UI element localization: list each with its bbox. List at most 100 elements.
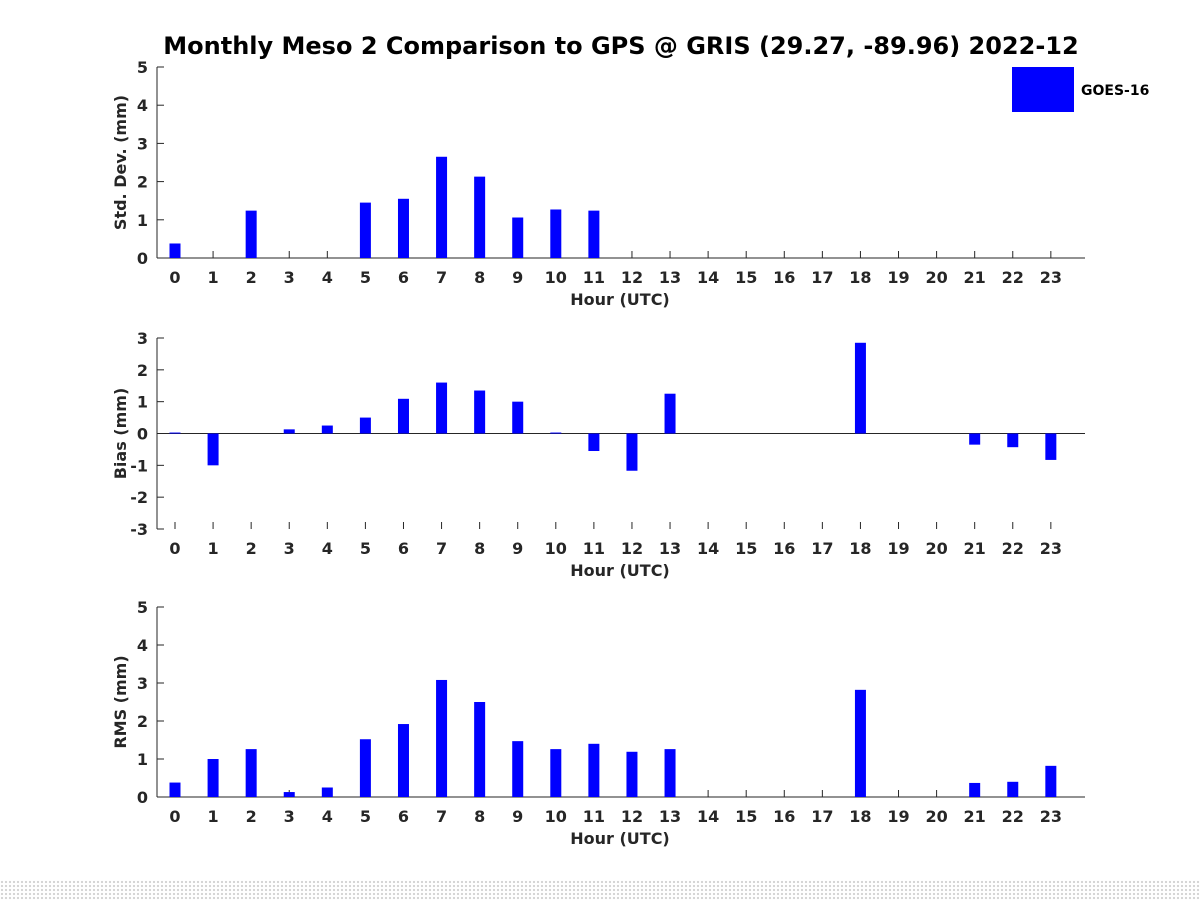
x-tick-label: 4 [322,539,333,558]
bar-hour-11 [588,433,600,452]
x-tick-label: 12 [621,807,643,826]
x-tick-label: 5 [360,807,371,826]
y-axis-label: Bias (mm) [111,388,130,480]
chart-title: Monthly Meso 2 Comparison to GPS @ GRIS … [163,32,1078,60]
x-tick-label: 17 [811,807,833,826]
x-tick-label: 4 [322,268,333,287]
x-tick-label: 22 [1002,268,1024,287]
bar-hour-21 [969,433,981,445]
bar-hour-8 [474,390,486,434]
x-tick-label: 11 [583,539,605,558]
x-axis-label: Hour (UTC) [570,829,670,848]
x-tick-label: 6 [398,807,409,826]
bar-hour-8 [474,702,486,797]
x-tick-label: 16 [773,539,795,558]
x-tick-label: 9 [512,807,523,826]
y-tick-label: -2 [130,488,148,507]
y-axis-label: Std. Dev. (mm) [111,95,130,230]
x-tick-label: 2 [246,268,257,287]
x-tick-label: 8 [474,539,485,558]
x-tick-label: 22 [1002,807,1024,826]
x-tick-label: 15 [735,807,757,826]
x-tick-label: 14 [697,539,719,558]
bar-hour-7 [436,382,448,434]
y-tick-label: 2 [137,361,148,380]
x-tick-label: 10 [545,539,567,558]
x-tick-label: 16 [773,268,795,287]
x-tick-label: 13 [659,807,681,826]
bar-hour-0 [169,243,181,258]
x-tick-label: 17 [811,539,833,558]
bar-hour-9 [512,741,524,797]
bar-hour-1 [207,759,219,797]
y-tick-label: 3 [137,134,148,153]
bar-hour-13 [664,749,676,797]
x-tick-label: 5 [360,539,371,558]
bar-hour-5 [359,417,371,434]
y-tick-label: 4 [137,96,148,115]
legend-swatch [1012,67,1074,112]
bar-hour-0 [169,432,181,434]
x-tick-label: 6 [398,268,409,287]
x-tick-label: 10 [545,268,567,287]
bar-hour-6 [397,398,409,434]
bar-hour-11 [588,210,600,258]
bar-hour-1 [207,433,219,466]
x-tick-label: 0 [169,268,180,287]
x-tick-label: 18 [849,807,871,826]
x-tick-label: 15 [735,268,757,287]
x-tick-label: 10 [545,807,567,826]
y-tick-label: 3 [137,329,148,348]
y-tick-label: 1 [137,211,148,230]
bar-hour-2 [245,210,257,258]
x-tick-label: 12 [621,539,643,558]
y-tick-label: 2 [137,173,148,192]
bar-hour-18 [854,689,866,797]
x-tick-label: 23 [1040,268,1062,287]
x-tick-label: 7 [436,539,447,558]
y-tick-label: 0 [137,249,148,268]
x-tick-label: 19 [887,807,909,826]
bar-hour-13 [664,393,676,434]
x-tick-label: 3 [284,539,295,558]
x-tick-label: 12 [621,268,643,287]
y-tick-label: -3 [130,520,148,539]
x-tick-label: 3 [284,268,295,287]
x-tick-label: 9 [512,539,523,558]
x-tick-label: 11 [583,807,605,826]
x-tick-label: 23 [1040,807,1062,826]
bar-hour-10 [550,209,562,258]
bar-hour-21 [969,782,981,797]
x-tick-label: 22 [1002,539,1024,558]
x-tick-label: 20 [925,807,947,826]
x-tick-label: 21 [964,539,986,558]
bar-hour-6 [397,724,409,797]
x-tick-label: 23 [1040,539,1062,558]
bar-hour-3 [283,429,295,434]
x-tick-label: 13 [659,268,681,287]
x-tick-label: 21 [964,268,986,287]
bar-hour-8 [474,176,486,258]
x-tick-label: 7 [436,268,447,287]
x-tick-label: 14 [697,268,719,287]
x-tick-label: 8 [474,807,485,826]
x-tick-label: 19 [887,539,909,558]
bar-hour-4 [321,787,333,797]
x-tick-label: 7 [436,807,447,826]
bar-hour-22 [1007,781,1019,797]
bar-hour-12 [626,433,638,471]
y-tick-label: 1 [137,393,148,412]
bar-hour-22 [1007,433,1019,448]
y-axis-label: RMS (mm) [111,655,130,748]
y-tick-label: 0 [137,425,148,444]
x-tick-label: 1 [208,268,219,287]
x-tick-label: 11 [583,268,605,287]
bar-hour-10 [550,432,562,434]
bar-hour-2 [245,749,257,797]
x-tick-label: 16 [773,807,795,826]
y-tick-label: 2 [137,712,148,731]
x-tick-label: 4 [322,807,333,826]
x-tick-label: 0 [169,539,180,558]
x-tick-label: 15 [735,539,757,558]
